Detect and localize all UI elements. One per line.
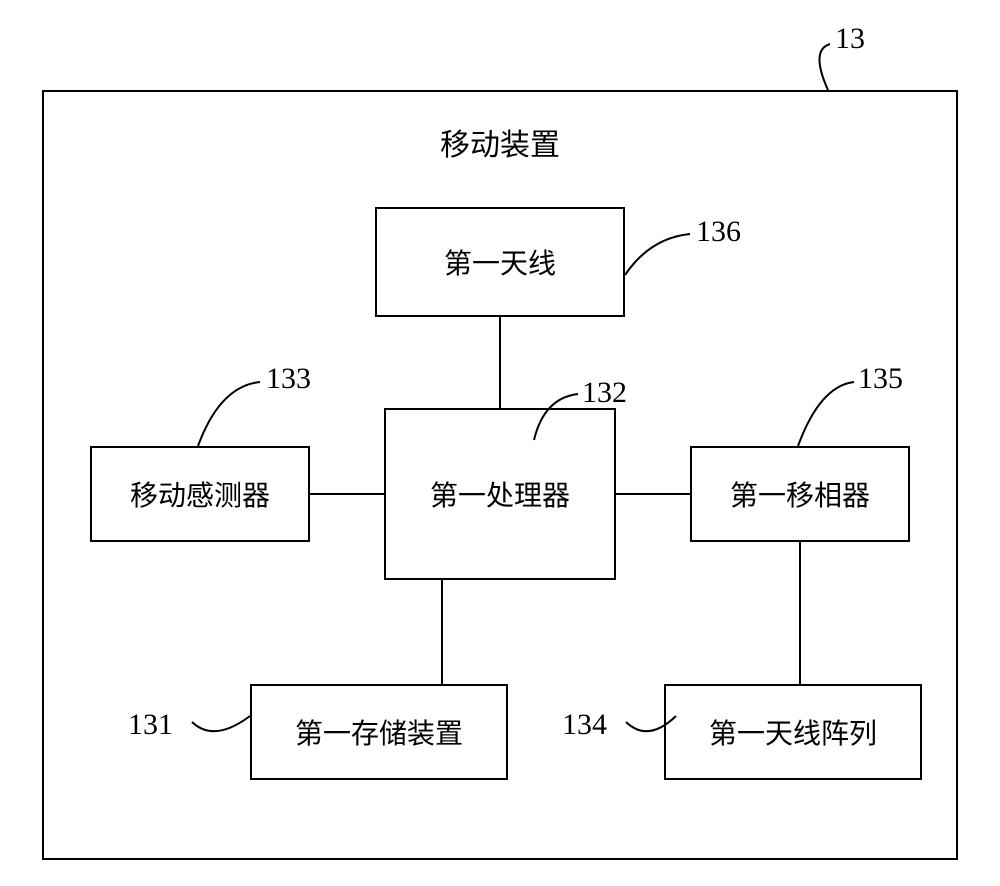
edge-133-132 [310,493,384,495]
diagram-canvas: 移动装置 13 第一天线 136 移动感测器 133 第一处理器 132 第一移… [0,0,1000,886]
edge-132-131 [441,580,443,684]
edge-136-132 [499,317,501,408]
edge-132-135 [616,493,690,495]
edge-135-134 [799,542,801,684]
ref-label-134: 134 [562,708,607,742]
leader-134 [0,0,1000,886]
